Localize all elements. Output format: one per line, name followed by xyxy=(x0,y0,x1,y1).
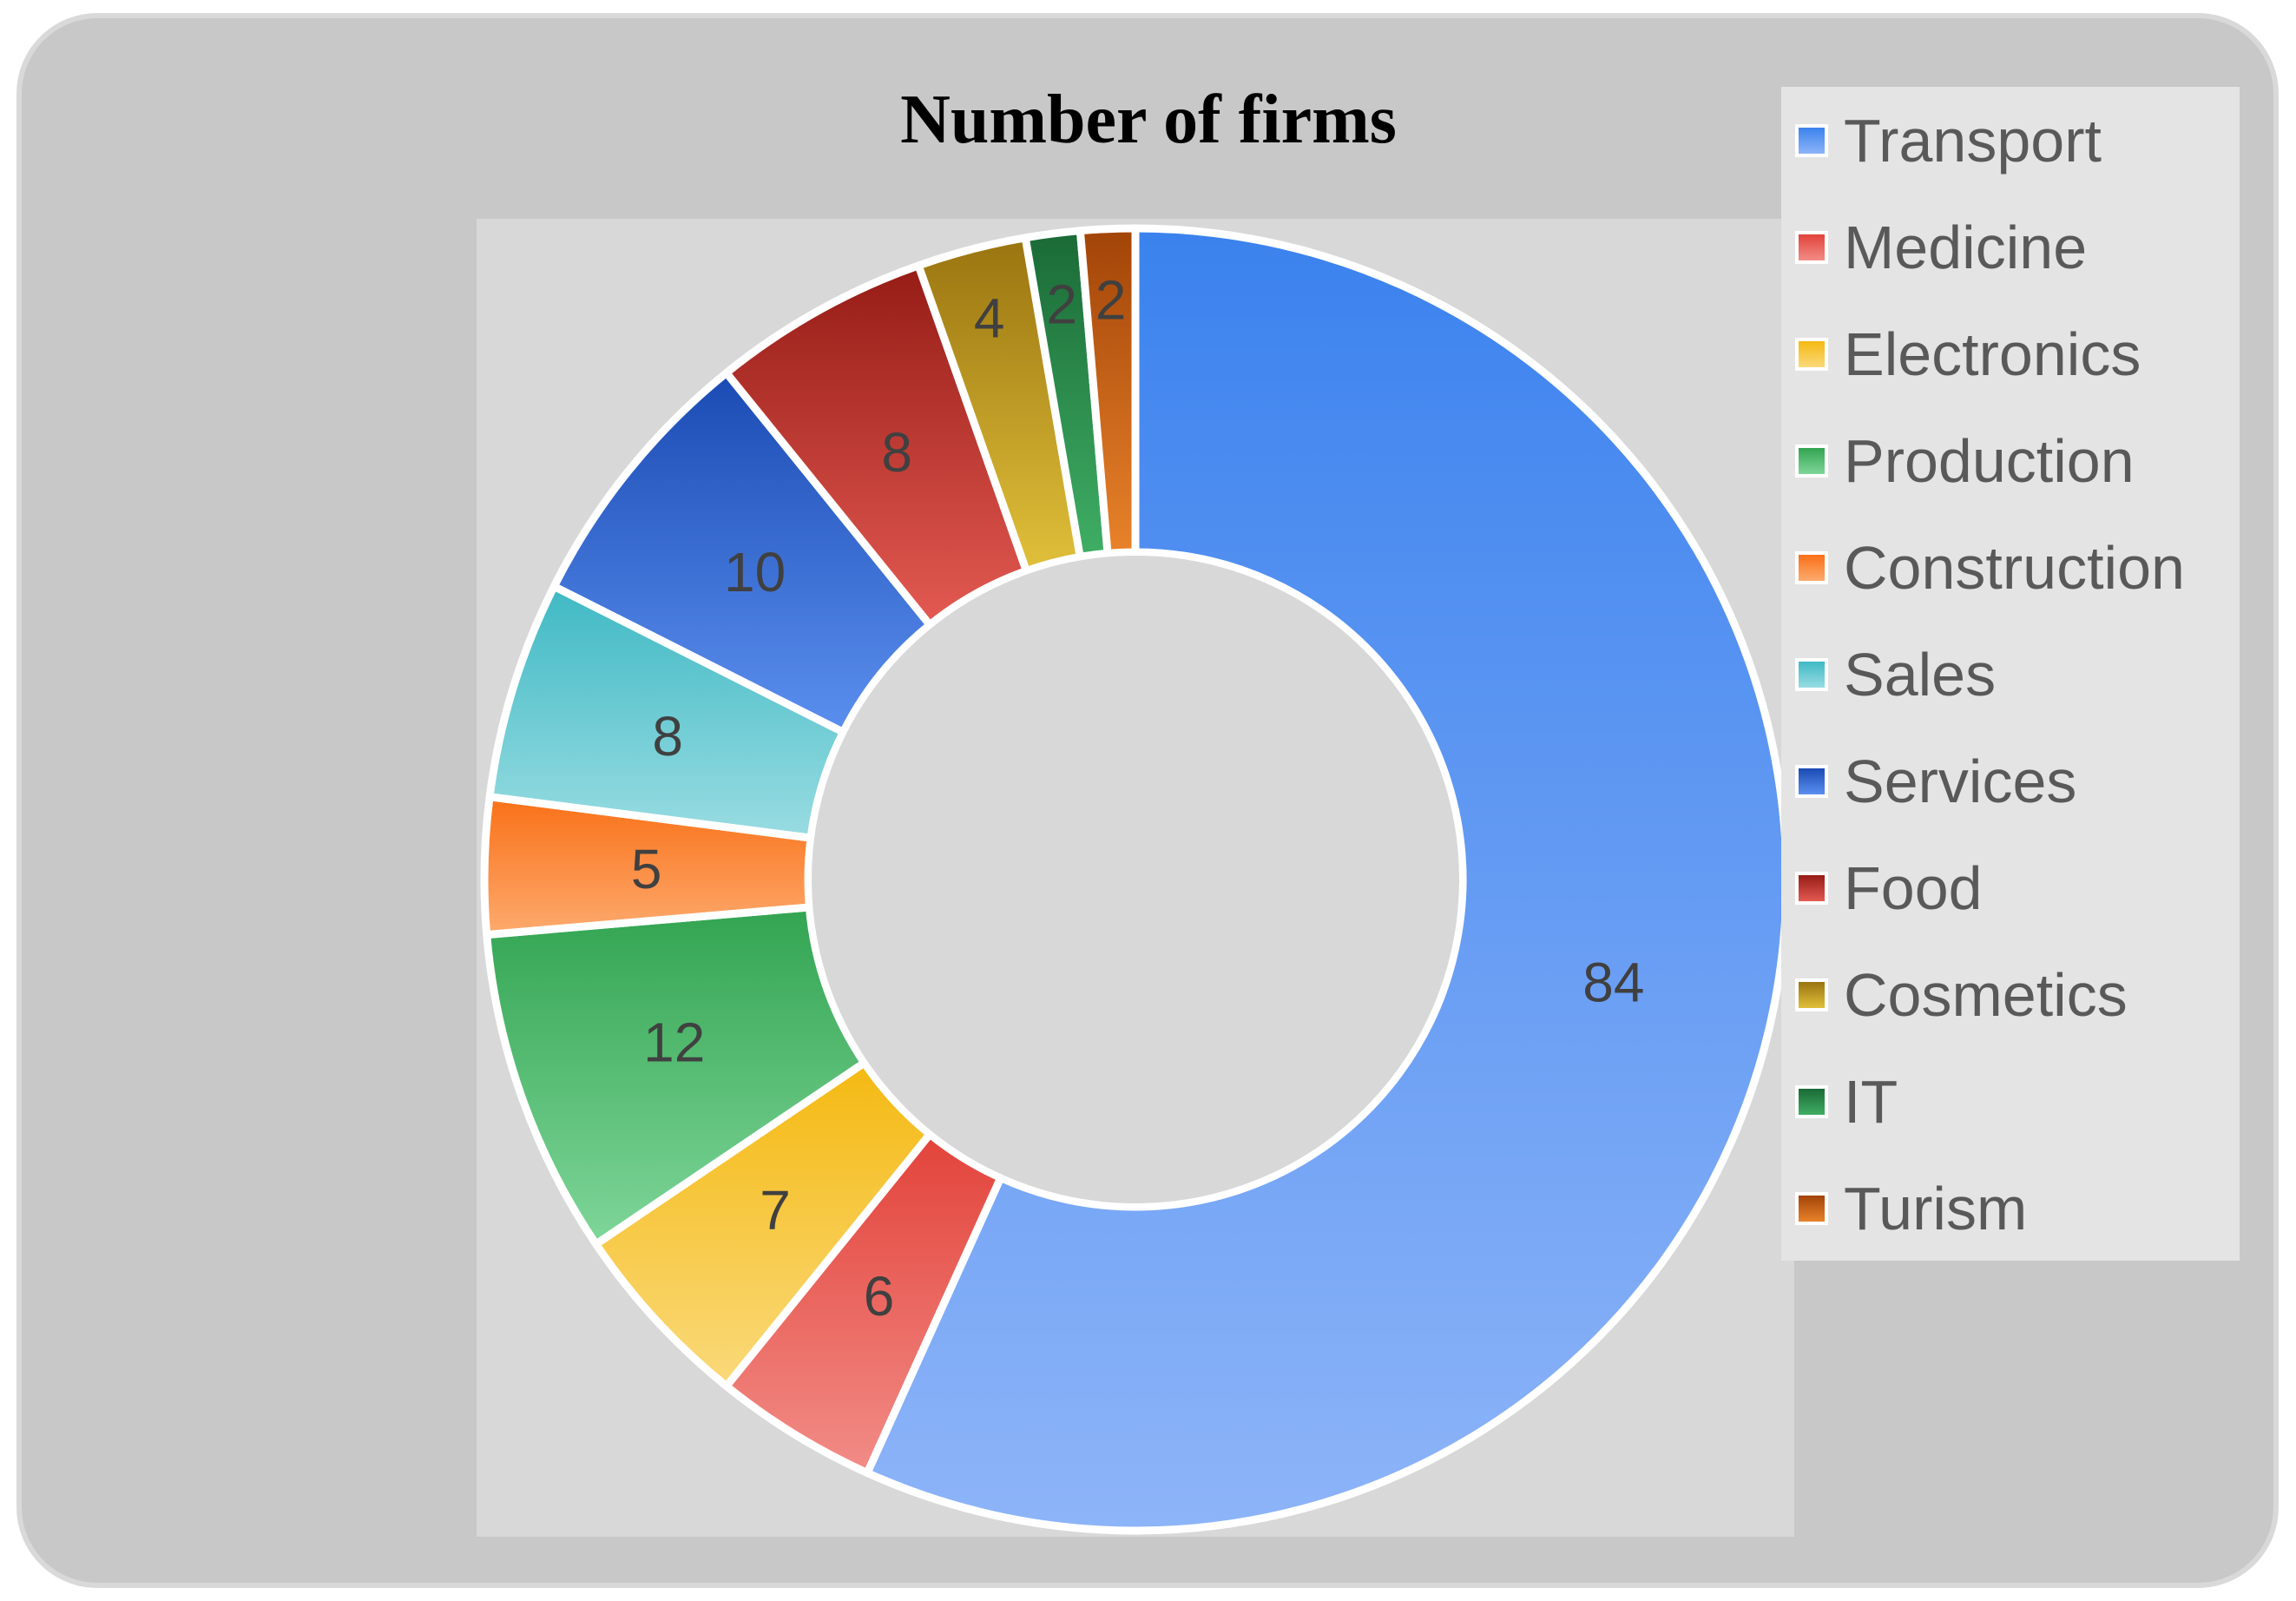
legend-swatch-sales xyxy=(1799,662,1825,688)
legend-swatch-production xyxy=(1799,448,1825,474)
data-label-production: 12 xyxy=(643,1011,705,1074)
chart-title: Number of firms xyxy=(900,82,1397,158)
legend: Transport Medicine Electronics Production Co… xyxy=(1795,107,2185,1242)
data-label-food: 8 xyxy=(881,421,912,484)
data-label-cosmetics: 4 xyxy=(974,287,1005,350)
legend-box xyxy=(1781,87,2240,1261)
legend-label-construction: Construction xyxy=(1844,534,2185,602)
data-label-construction: 5 xyxy=(631,838,662,900)
legend-swatch-it xyxy=(1799,1089,1825,1115)
legend-label-services: Services xyxy=(1844,748,2076,815)
legend-label-electronics: Electronics xyxy=(1844,320,2141,388)
legend-label-food: Food xyxy=(1844,854,1983,922)
legend-label-medicine: Medicine xyxy=(1844,214,2087,281)
data-label-sales: 8 xyxy=(652,705,683,768)
legend-label-transport: Transport xyxy=(1844,107,2102,175)
data-label-transport: 84 xyxy=(1582,952,1644,1014)
legend-swatch-services xyxy=(1799,768,1825,794)
legend-swatch-construction xyxy=(1799,555,1825,581)
legend-label-it: IT xyxy=(1844,1068,1898,1136)
legend-swatch-transport xyxy=(1799,128,1825,154)
legend-label-cosmetics: Cosmetics xyxy=(1844,961,2128,1029)
donut-hole xyxy=(805,549,1466,1210)
legend-label-sales: Sales xyxy=(1844,641,1996,708)
data-label-turism: 2 xyxy=(1095,269,1127,332)
legend-swatch-medicine xyxy=(1799,234,1825,260)
data-label-electronics: 7 xyxy=(760,1179,791,1242)
data-label-it: 2 xyxy=(1046,273,1077,335)
legend-swatch-cosmetics xyxy=(1799,982,1825,1008)
legend-label-turism: Turism xyxy=(1844,1175,2027,1242)
legend-swatch-turism xyxy=(1799,1196,1825,1222)
legend-label-production: Production xyxy=(1844,427,2135,495)
legend-swatch-food xyxy=(1799,875,1825,901)
legend-swatch-electronics xyxy=(1799,341,1825,367)
data-label-services: 10 xyxy=(724,541,786,603)
data-label-medicine: 6 xyxy=(864,1265,895,1328)
